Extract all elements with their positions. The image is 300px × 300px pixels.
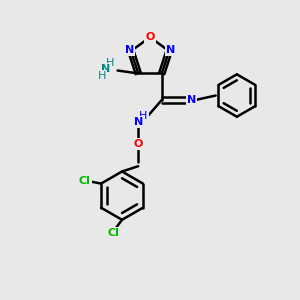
Text: Cl: Cl [79,176,91,186]
Text: H: H [98,70,106,80]
Text: H: H [139,111,148,121]
Text: N: N [125,45,134,55]
Text: N: N [134,117,143,127]
Text: O: O [145,32,155,42]
Text: H: H [106,58,114,68]
Text: N: N [187,95,196,105]
Text: O: O [134,139,143,149]
Text: Cl: Cl [107,228,119,238]
Text: N: N [166,45,175,55]
Text: N: N [101,64,110,74]
